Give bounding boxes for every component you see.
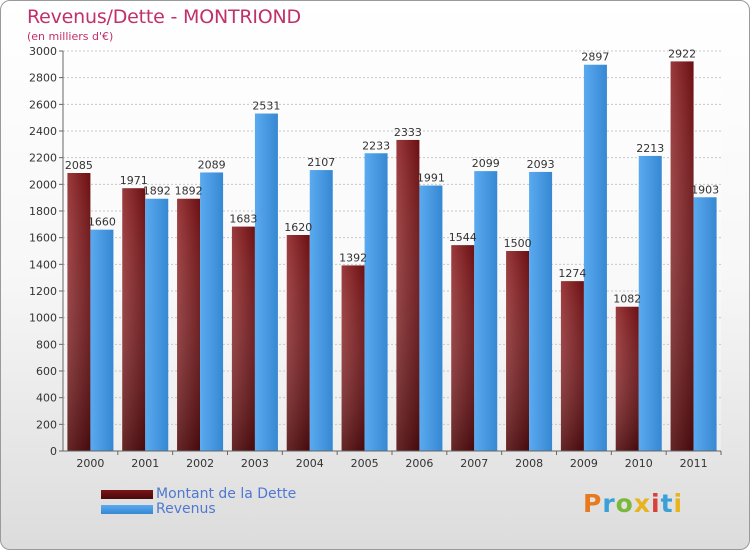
data-label-revenus: 1903 — [691, 183, 719, 196]
bar-shade — [560, 281, 584, 451]
y-tick-label: 3000 — [29, 45, 57, 58]
x-tick-label: 2001 — [131, 457, 159, 470]
x-tick-label: 2010 — [625, 457, 653, 470]
bar-revenus — [254, 113, 278, 452]
x-tick-label: 2002 — [186, 457, 214, 470]
logo-letter: r — [602, 489, 616, 518]
bar-shade — [396, 139, 420, 451]
plot-area — [63, 51, 721, 451]
bar-revenus — [145, 198, 169, 451]
legend-swatch-dette — [101, 490, 153, 499]
chart-subtitle: (en milliers d'€) — [27, 30, 114, 43]
data-label-dette: 1892 — [175, 185, 203, 198]
data-label-dette: 1971 — [120, 174, 148, 187]
logo-letter: i — [673, 489, 684, 518]
legend-swatch-revenus — [101, 505, 153, 514]
bar-revenus — [583, 64, 607, 451]
bar-shade — [506, 251, 530, 451]
y-tick-label: 0 — [50, 445, 57, 458]
x-tick-label: 2008 — [515, 457, 543, 470]
x-tick-label: 2011 — [680, 457, 708, 470]
data-label-revenus: 2233 — [362, 139, 390, 152]
bar-shade — [670, 61, 694, 452]
data-label-revenus: 2213 — [636, 142, 664, 155]
proxiti-logo: Proxiti — [583, 489, 683, 518]
data-label-revenus: 1991 — [417, 172, 445, 185]
logo-letter: t — [660, 489, 674, 518]
data-label-dette: 2085 — [65, 159, 93, 172]
data-label-revenus: 2089 — [198, 158, 226, 171]
x-tick-label: 2000 — [76, 457, 104, 470]
x-tick-label: 2005 — [351, 457, 379, 470]
y-tick-label: 2800 — [29, 72, 57, 85]
data-label-revenus: 2099 — [472, 157, 500, 170]
bar-shade — [451, 245, 475, 451]
chart-title: Revenus/Dette - MONTRIOND — [27, 6, 301, 28]
x-tick-label: 2003 — [241, 457, 269, 470]
data-label-dette: 1683 — [229, 213, 257, 226]
y-tick-label: 1200 — [29, 285, 57, 298]
x-tick-label: 2007 — [460, 457, 488, 470]
bar-shade — [231, 226, 255, 451]
data-label-dette: 1274 — [558, 267, 586, 280]
bar-revenus — [529, 171, 553, 451]
bar-revenus — [364, 153, 388, 451]
data-label-revenus: 2107 — [307, 156, 335, 169]
logo-letter: o — [615, 489, 634, 518]
data-label-dette: 1392 — [339, 251, 367, 264]
y-tick-label: 1800 — [29, 205, 57, 218]
y-tick-label: 200 — [36, 418, 57, 431]
bar-shade — [615, 306, 639, 451]
x-tick-label: 2009 — [570, 457, 598, 470]
data-label-revenus: 1660 — [88, 216, 116, 229]
y-tick-label: 2600 — [29, 98, 57, 111]
y-tick-label: 2000 — [29, 178, 57, 191]
bar-revenus — [90, 229, 114, 451]
data-label-revenus: 2897 — [581, 51, 609, 64]
legend-label-dette: Montant de la Dette — [156, 486, 297, 502]
bar-revenus — [419, 185, 443, 452]
bar-revenus — [638, 155, 662, 451]
bar-shade — [67, 173, 91, 451]
y-tick-label: 2400 — [29, 125, 57, 138]
y-tick-label: 2200 — [29, 152, 57, 165]
y-tick-label: 800 — [36, 338, 57, 351]
data-label-dette: 1082 — [613, 293, 641, 306]
y-tick-label: 1600 — [29, 232, 57, 245]
bar-revenus — [200, 172, 224, 451]
logo-letter: x — [633, 489, 651, 518]
x-tick-label: 2004 — [296, 457, 324, 470]
logo-letter: i — [651, 489, 661, 518]
data-label-dette: 1500 — [504, 237, 532, 250]
bar-shade — [286, 235, 310, 451]
bar-shade — [341, 265, 365, 451]
bar-shade — [177, 198, 201, 451]
x-tick-label: 2006 — [405, 457, 433, 470]
data-label-revenus: 2093 — [527, 158, 555, 171]
y-tick-label: 600 — [36, 365, 57, 378]
y-tick-label: 1000 — [29, 312, 57, 325]
data-label-dette: 2333 — [394, 126, 422, 139]
y-tick-label: 400 — [36, 392, 57, 405]
data-label-dette: 1620 — [284, 221, 312, 234]
legend-label-revenus: Revenus — [156, 501, 216, 517]
bar-revenus — [693, 197, 717, 451]
logo-letter: P — [583, 489, 603, 518]
data-label-revenus: 2531 — [252, 100, 280, 113]
bar-revenus — [309, 170, 333, 452]
data-label-revenus: 1892 — [143, 185, 171, 198]
bar-shade — [122, 188, 146, 451]
data-label-dette: 1544 — [449, 231, 477, 244]
bar-revenus — [474, 171, 498, 451]
data-label-dette: 2922 — [668, 47, 696, 60]
y-tick-label: 1400 — [29, 258, 57, 271]
